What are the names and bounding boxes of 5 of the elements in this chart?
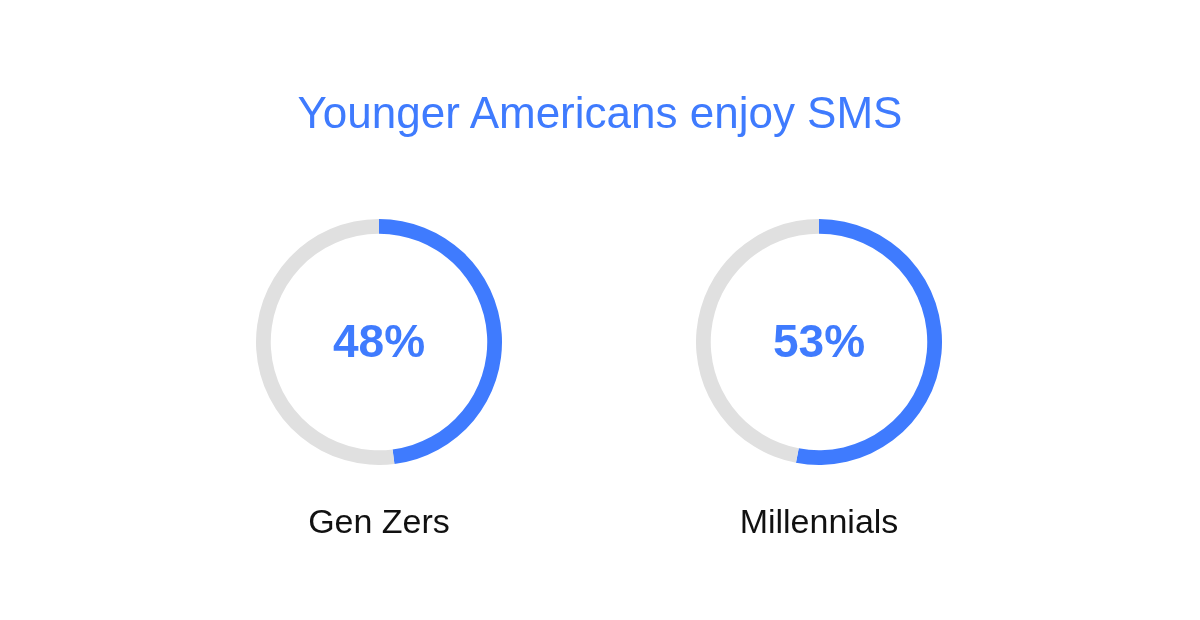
text: Younger Americans enjoy SMS: [296, 88, 904, 138]
text: Gen Zers: [307, 502, 451, 541]
text: Millennials: [738, 502, 900, 541]
text: 48%: [332, 314, 426, 367]
text: 53%: [772, 314, 866, 367]
